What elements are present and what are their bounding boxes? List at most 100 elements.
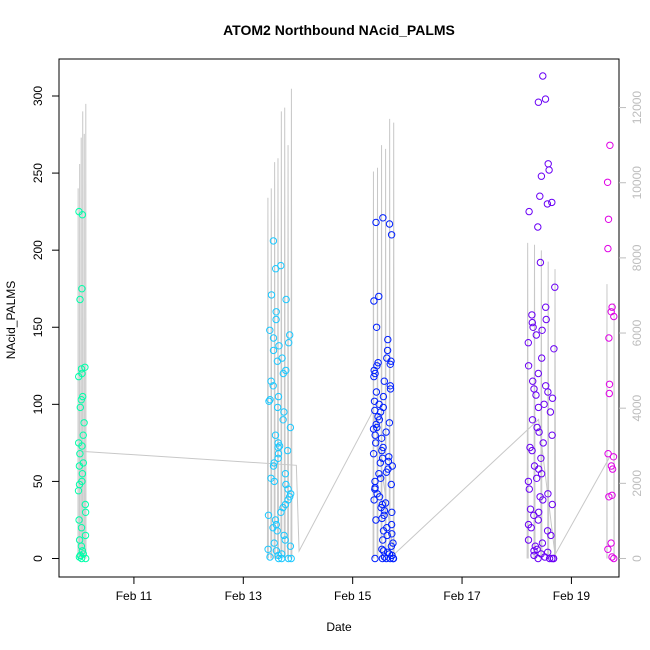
data-point bbox=[538, 539, 547, 547]
plot-frame bbox=[58, 58, 620, 578]
x-tick-label: Feb 19 bbox=[553, 589, 591, 603]
data-point bbox=[82, 554, 90, 563]
data-point bbox=[387, 480, 395, 489]
data-point bbox=[527, 524, 535, 532]
data-point bbox=[75, 207, 83, 216]
data-point bbox=[538, 354, 546, 362]
data-point bbox=[266, 553, 274, 561]
data-point bbox=[266, 396, 274, 404]
data-point bbox=[524, 339, 532, 347]
data-point bbox=[537, 470, 546, 478]
data-point bbox=[279, 369, 287, 378]
y-tick-label: 100 bbox=[31, 394, 45, 414]
data-point bbox=[549, 554, 558, 563]
altitude-spike bbox=[266, 197, 269, 559]
data-point bbox=[281, 536, 289, 544]
data-point bbox=[81, 500, 90, 509]
data-point bbox=[524, 362, 533, 370]
data-point bbox=[389, 554, 397, 563]
data-point bbox=[539, 72, 547, 80]
data-point bbox=[273, 403, 282, 412]
data-point bbox=[550, 345, 558, 353]
right-y-tick-label: 2000 bbox=[630, 470, 644, 497]
data-point bbox=[264, 511, 273, 519]
data-point bbox=[75, 372, 83, 381]
data-point bbox=[605, 389, 613, 398]
data-point bbox=[79, 431, 87, 439]
y-tick-label: 0 bbox=[31, 555, 45, 562]
x-tick-label: Feb 11 bbox=[116, 589, 153, 603]
data-point bbox=[77, 542, 86, 550]
data-point bbox=[76, 450, 84, 458]
altitude-spike bbox=[380, 145, 383, 559]
data-point bbox=[604, 450, 612, 458]
data-point bbox=[274, 450, 283, 458]
altitude-line-layer bbox=[77, 88, 615, 559]
data-point bbox=[537, 172, 546, 180]
data-point bbox=[272, 265, 280, 273]
altitude-spike bbox=[270, 188, 273, 559]
data-point bbox=[275, 342, 283, 350]
data-point bbox=[76, 295, 84, 304]
y-tick-label: 200 bbox=[31, 240, 45, 260]
data-point bbox=[605, 493, 613, 501]
data-point bbox=[524, 477, 533, 486]
data-point bbox=[528, 416, 537, 424]
data-point bbox=[372, 323, 381, 331]
data-point bbox=[370, 372, 378, 381]
data-point bbox=[75, 516, 83, 524]
data-point bbox=[386, 360, 394, 368]
data-point bbox=[534, 369, 542, 378]
data-point bbox=[271, 516, 280, 524]
data-point bbox=[285, 339, 293, 347]
data-point bbox=[530, 547, 538, 555]
data-point bbox=[269, 382, 277, 390]
data-point bbox=[78, 547, 87, 555]
data-point bbox=[524, 536, 533, 544]
data-point bbox=[266, 326, 274, 334]
data-point bbox=[373, 423, 381, 432]
altitude-spike bbox=[388, 118, 391, 559]
data-point bbox=[287, 554, 295, 563]
data-point bbox=[532, 391, 540, 399]
altitude-spike bbox=[540, 250, 543, 559]
data-point bbox=[375, 470, 383, 478]
data-point bbox=[378, 545, 386, 553]
data-point bbox=[381, 499, 390, 507]
data-point bbox=[606, 141, 614, 150]
data-point bbox=[372, 218, 380, 227]
data-point bbox=[525, 485, 533, 493]
data-point bbox=[78, 470, 87, 478]
altitude-spike bbox=[287, 145, 290, 559]
data-point bbox=[270, 459, 278, 467]
y-axis-label: NAcid_PALMS bbox=[4, 281, 18, 359]
data-point bbox=[603, 178, 612, 187]
data-point bbox=[383, 346, 392, 355]
data-point bbox=[379, 536, 387, 544]
data-point bbox=[375, 292, 383, 301]
data-point bbox=[380, 507, 389, 515]
data-point bbox=[286, 423, 295, 432]
data-point bbox=[379, 214, 387, 222]
data-point bbox=[526, 505, 535, 513]
data-point bbox=[372, 388, 381, 396]
data-point bbox=[267, 291, 276, 299]
data-point bbox=[270, 539, 278, 547]
altitude-spike bbox=[553, 269, 557, 559]
data-point bbox=[546, 408, 555, 416]
data-point bbox=[269, 237, 278, 245]
data-point bbox=[386, 554, 394, 563]
x-tick-label: Feb 17 bbox=[443, 589, 481, 603]
altitude-spike bbox=[280, 111, 283, 559]
data-point bbox=[281, 470, 290, 478]
data-point bbox=[376, 459, 384, 467]
altitude-spike bbox=[290, 88, 293, 559]
data-point bbox=[528, 318, 536, 327]
data-point bbox=[544, 388, 552, 396]
y-axis-left: 0 50 100 150 200 250 300 bbox=[31, 86, 59, 562]
y-tick-label: 300 bbox=[31, 86, 45, 106]
data-point bbox=[384, 335, 392, 344]
data-point bbox=[532, 331, 540, 339]
data-point bbox=[75, 462, 84, 470]
